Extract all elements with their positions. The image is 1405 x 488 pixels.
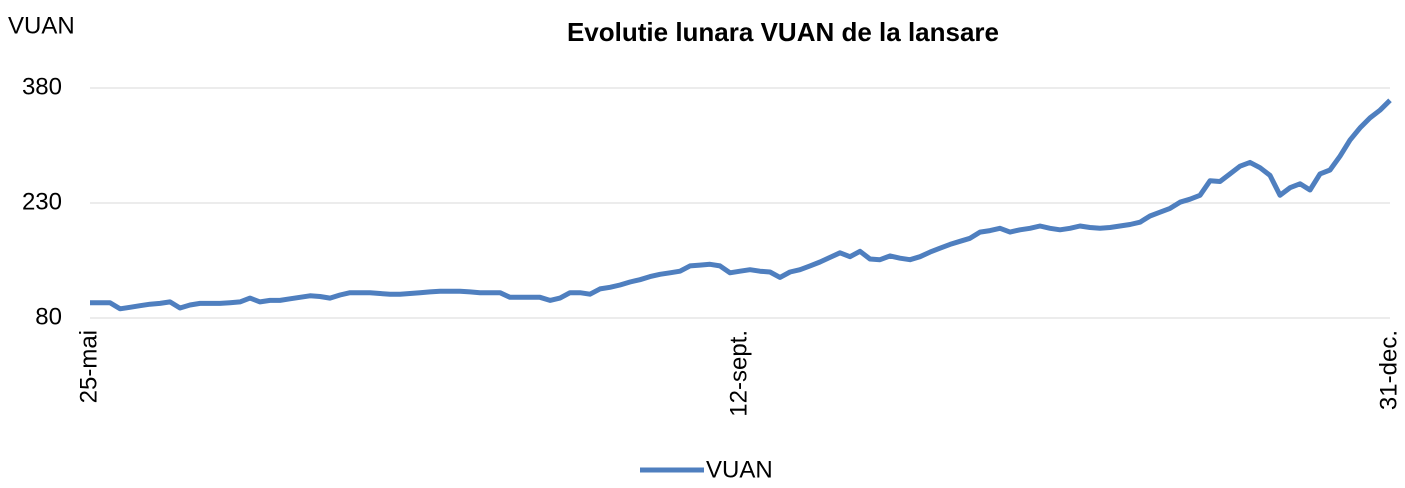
series-line bbox=[90, 98, 1392, 312]
x-tick-label: 31-dec. bbox=[1375, 330, 1402, 410]
x-tick-label: 25-mai bbox=[75, 330, 102, 403]
chart-title: Evolutie lunara VUAN de la lansare bbox=[567, 17, 999, 47]
y-tick-label: 80 bbox=[35, 303, 62, 330]
y-axis-label: VUAN bbox=[8, 12, 75, 39]
x-tick-label: 12-sept. bbox=[725, 330, 752, 417]
legend-label: VUAN bbox=[706, 456, 773, 483]
y-tick-label: 380 bbox=[22, 73, 62, 100]
y-tick-label: 230 bbox=[22, 188, 62, 215]
